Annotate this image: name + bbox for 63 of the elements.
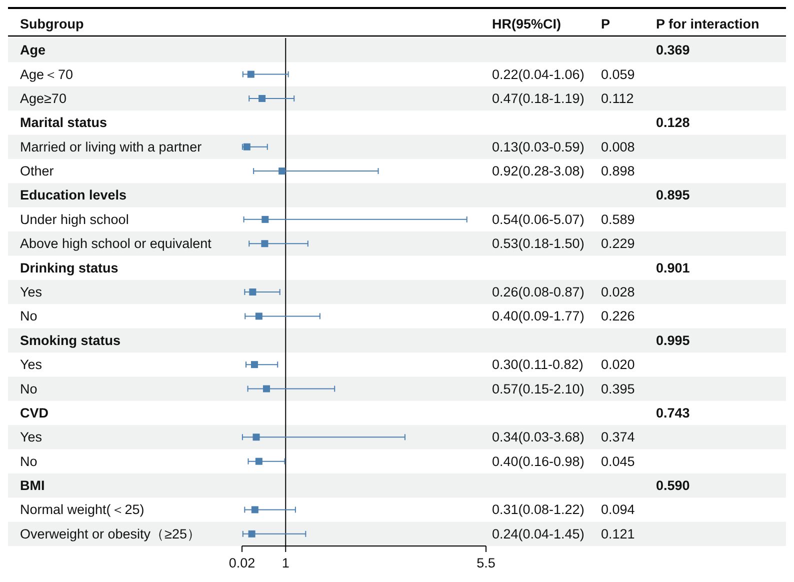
y-tick-label: No	[20, 308, 38, 324]
text: 0.395	[601, 381, 635, 396]
y-tick-label: CVD	[20, 405, 49, 420]
text: P for interaction	[656, 16, 760, 32]
y-tick-label: Age＜70	[20, 66, 74, 82]
text: 0.112	[601, 90, 634, 106]
x-tick-label: 5.5	[476, 556, 496, 570]
y-tick-label: Age	[20, 42, 46, 58]
y-tick-label: Above high school or equivalent	[20, 236, 212, 252]
text: 0.590	[656, 478, 690, 494]
data-label: 0.13(0.03-0.59)	[492, 139, 584, 154]
x-tick-label: 1	[282, 556, 290, 570]
data-label: 0.40(0.09-1.77)	[492, 308, 584, 324]
text: 0.008	[601, 139, 635, 154]
y-tick-label: Drinking status	[20, 260, 118, 276]
y-tick-label: Age≥70	[20, 90, 66, 106]
data-label: 0.24(0.04-1.45)	[492, 526, 584, 542]
text: 0.028	[601, 284, 635, 300]
text: 0.229	[601, 236, 635, 252]
data-label: 0.54(0.06-5.07)	[492, 212, 584, 227]
text: 0.094	[601, 502, 636, 518]
x-tick-label: 0.02	[228, 556, 256, 570]
text: 0.226	[601, 308, 635, 324]
data-label: 0.30(0.11-0.82)	[492, 357, 584, 372]
y-tick-label: BMI	[20, 478, 45, 494]
text: 0.995	[656, 332, 690, 348]
y-axis-title: Subgroup	[20, 16, 84, 32]
y-tick-label: No	[20, 381, 38, 396]
data-label: 0.57(0.15-2.10)	[492, 381, 584, 396]
y-tick-label: Married or living with a partner	[20, 139, 202, 154]
y-tick-label: Normal weight(＜25)	[20, 502, 144, 518]
y-tick-label: Yes	[20, 284, 42, 300]
y-tick-label: Other	[20, 164, 54, 179]
y-tick-label: Education levels	[20, 188, 127, 203]
text: 0.895	[656, 188, 690, 203]
data-label: 0.92(0.28-3.08)	[492, 164, 584, 179]
text: P	[601, 16, 610, 32]
data-label: 0.34(0.03-3.68)	[492, 430, 584, 445]
text: 0.121	[601, 526, 635, 542]
text: 0.743	[656, 405, 690, 420]
text: HR(95%CI)	[492, 16, 562, 32]
y-tick-label: Yes	[20, 357, 42, 372]
y-tick-label: No	[20, 454, 38, 469]
data-label: 0.40(0.16-0.98)	[492, 454, 584, 469]
text: 0.369	[656, 42, 690, 58]
data-label: 0.53(0.18-1.50)	[492, 236, 584, 252]
text: 0.589	[601, 212, 635, 227]
y-tick-label: Overweight or obesity（≥25）	[20, 526, 201, 542]
data-label: 0.22(0.04-1.06)	[492, 66, 584, 82]
text: 0.020	[601, 357, 635, 372]
y-tick-label: Under high school	[20, 212, 129, 227]
text: 0.374	[601, 430, 636, 445]
text: 0.901	[656, 260, 690, 276]
text: 0.128	[656, 115, 690, 130]
y-tick-label: Marital status	[20, 115, 108, 130]
data-label: 0.31(0.08-1.22)	[492, 502, 584, 518]
text: 0.059	[601, 66, 635, 82]
data-label: 0.26(0.08-0.87)	[492, 284, 584, 300]
y-tick-label: Smoking status	[20, 332, 121, 348]
y-tick-label: Yes	[20, 430, 42, 445]
text: 0.898	[601, 164, 635, 179]
text: 0.045	[601, 454, 635, 469]
data-label: 0.47(0.18-1.19)	[492, 90, 584, 106]
